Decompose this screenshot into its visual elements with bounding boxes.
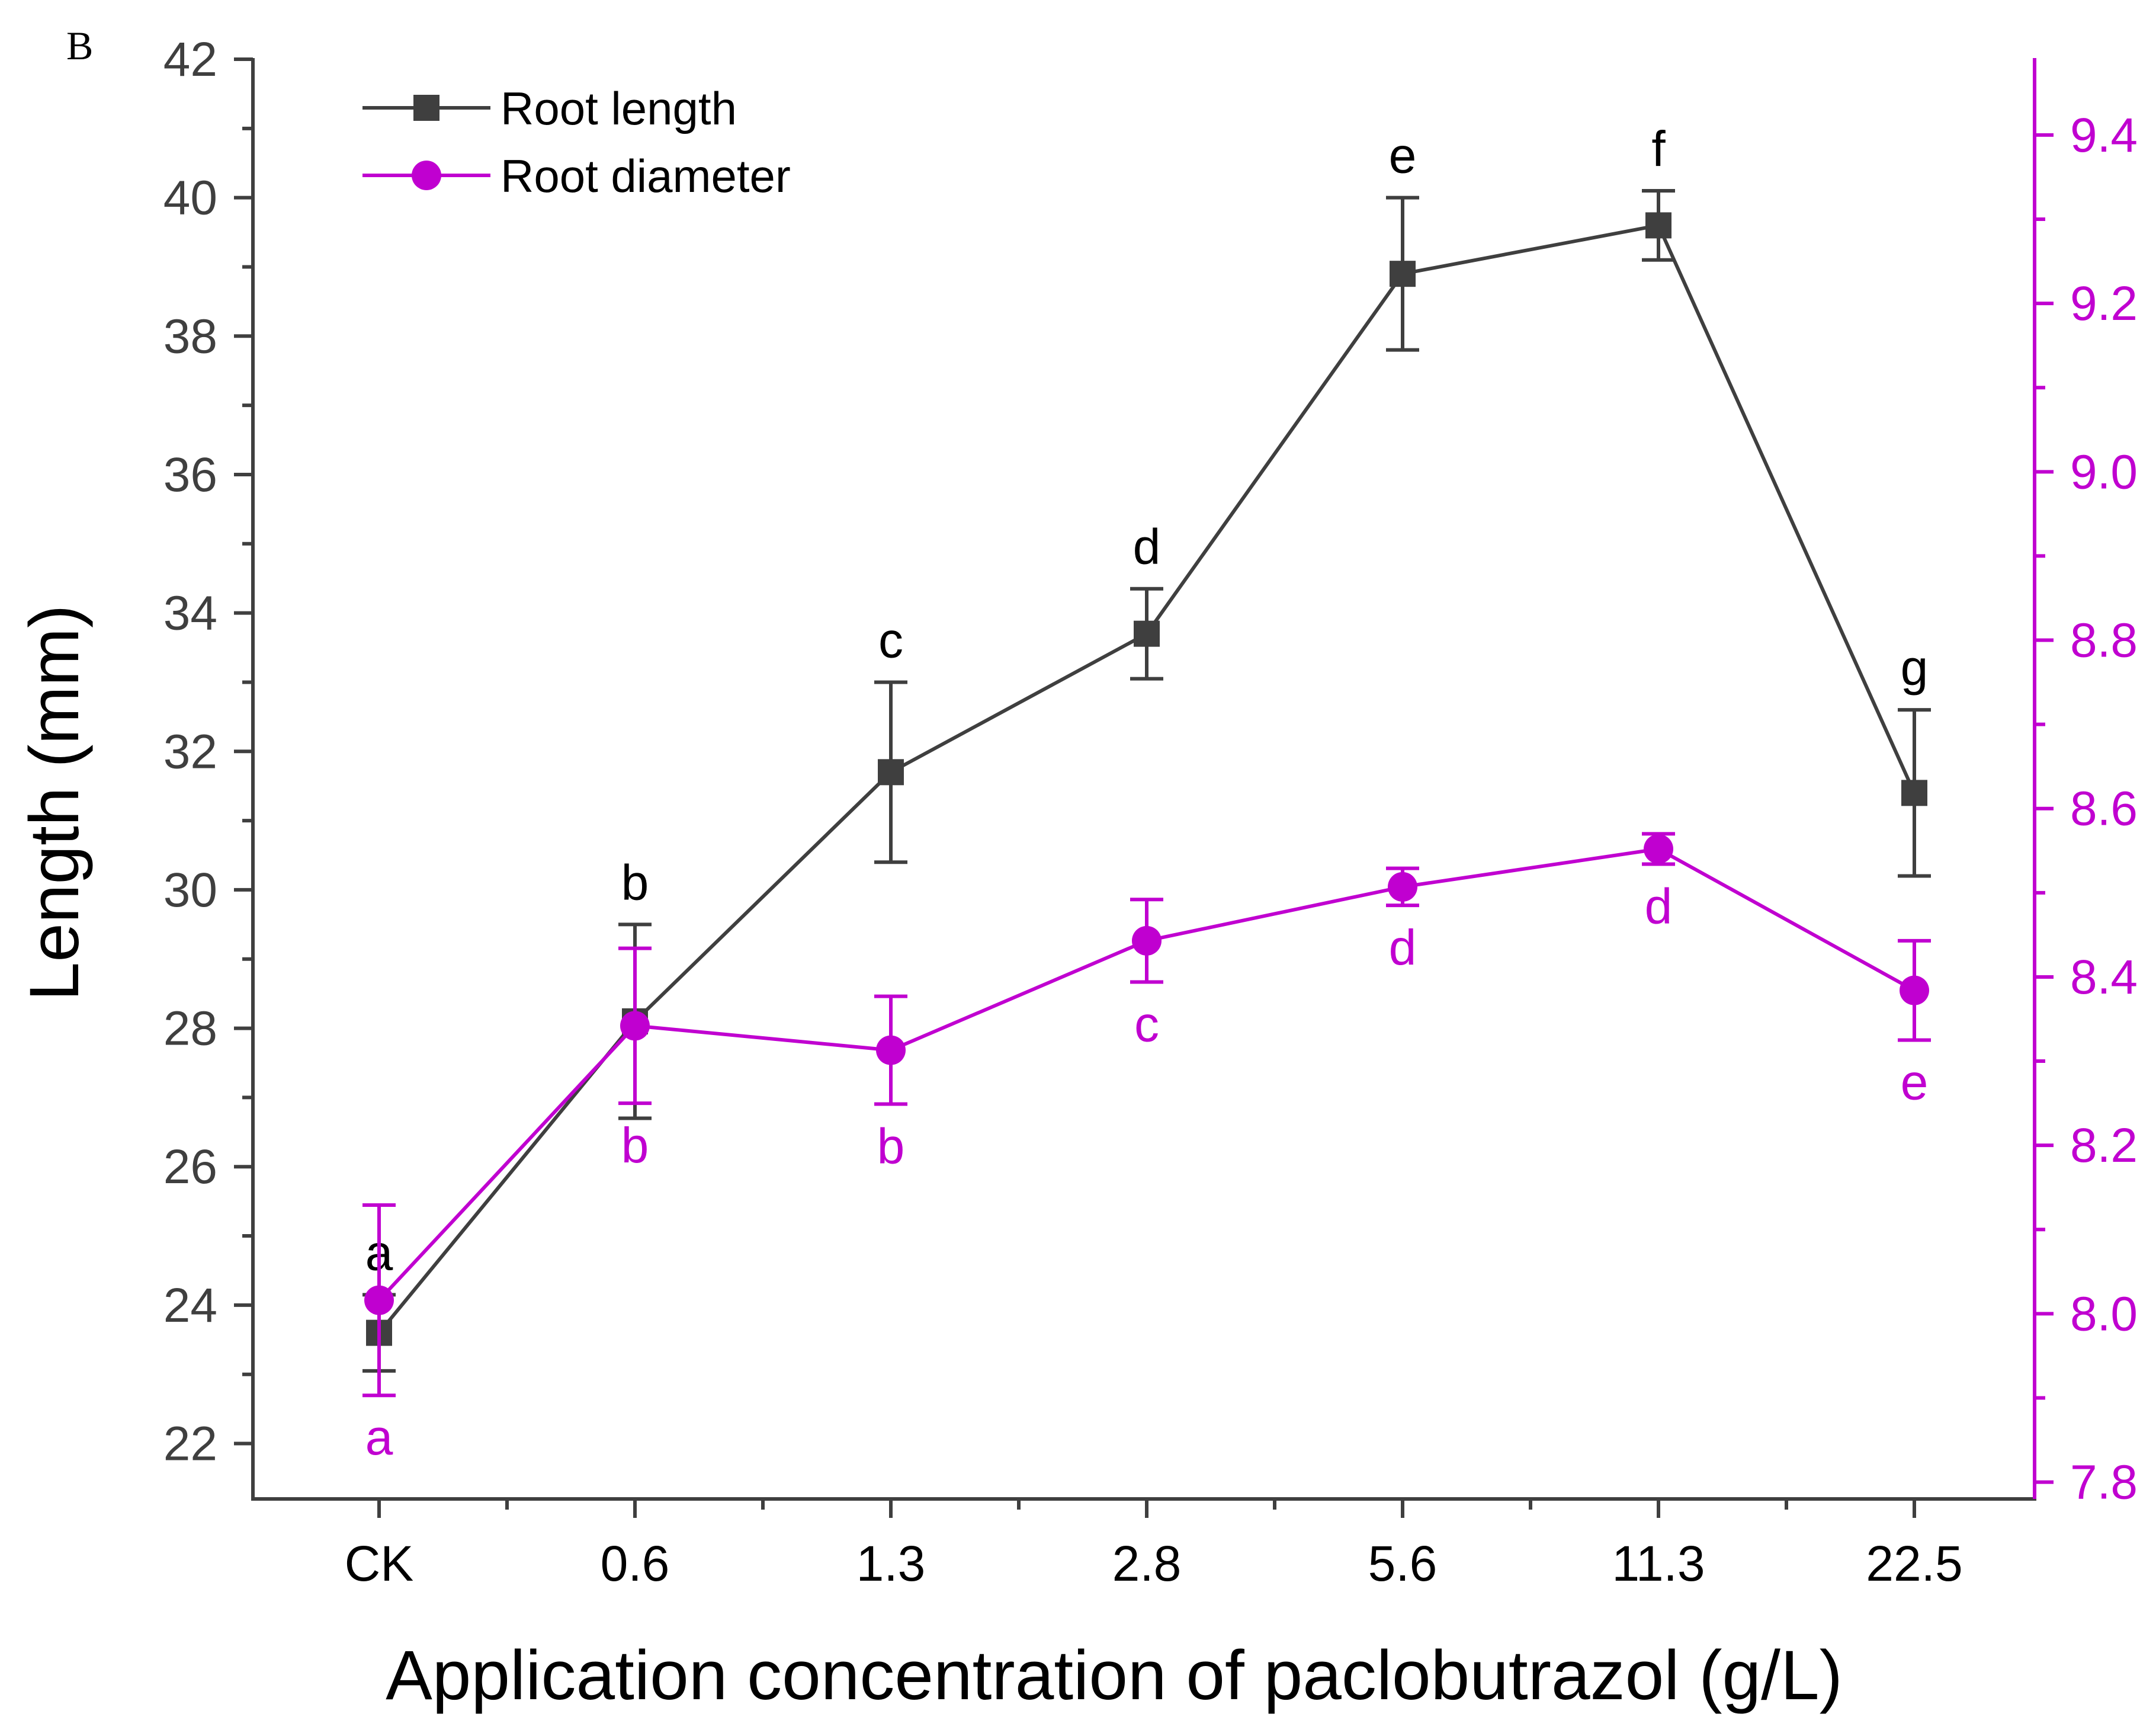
significance-letter: b [621, 1117, 649, 1173]
x-axis-title: Application concentration of paclobutraz… [386, 1636, 1843, 1715]
right-tick-label: 8.2 [2070, 1119, 2138, 1172]
data-point-circle [364, 1285, 394, 1315]
data-point-circle [1644, 834, 1673, 864]
left-tick-label: 28 [163, 1002, 217, 1056]
data-point-square [1645, 212, 1671, 239]
right-tick-label: 7.8 [2070, 1456, 2138, 1510]
x-tick-label: 11.3 [1612, 1536, 1705, 1591]
left-tick-label: 40 [163, 171, 217, 225]
right-tick-label: 8.4 [2070, 950, 2138, 1004]
left-tick-label: 24 [163, 1279, 217, 1332]
left-tick-label: 42 [163, 33, 217, 86]
series-root-length: abcdefg [362, 121, 1931, 1373]
axes-group: 22 24 26 28 30 32 34 36 38 40 42 7.8 8.0 8.2 8.4 8.6 8.8… [163, 33, 2138, 1591]
data-point-square [1134, 620, 1160, 647]
significance-letter: d [1133, 519, 1161, 575]
right-tick-label: 8.8 [2070, 614, 2138, 668]
significance-letter: d [1389, 920, 1417, 975]
significance-letter: c [878, 612, 903, 668]
right-tick-label: 9.0 [2070, 445, 2138, 499]
x-tick-label: 1.3 [856, 1536, 926, 1591]
series-line [377, 223, 1916, 1334]
right-tick-label: 9.2 [2070, 277, 2138, 331]
legend-label: Root diameter [500, 150, 791, 202]
significance-letter: a [365, 1409, 393, 1465]
legend: Root length Root diameter [362, 82, 791, 202]
significance-letter: b [877, 1119, 905, 1174]
significance-letter: c [1134, 996, 1159, 1052]
x-tick-label: 22.5 [1866, 1536, 1963, 1591]
left-tick-label: 26 [163, 1140, 217, 1194]
x-tick-label: 5.6 [1368, 1536, 1438, 1591]
data-point-square [1901, 780, 1927, 806]
left-tick-label: 22 [163, 1417, 217, 1471]
left-tick-label: 32 [163, 725, 217, 778]
series-root-diameter: a b b c d d e [362, 832, 1931, 1465]
data-point-circle [876, 1035, 906, 1065]
left-tick-label: 36 [163, 448, 217, 502]
data-point-square [878, 759, 904, 786]
significance-letter: d [1645, 879, 1673, 934]
data-point-circle [620, 1011, 650, 1041]
left-tick-label: 30 [163, 863, 217, 917]
panel-label: B [66, 23, 93, 68]
y-axis-title: Length (mm) [15, 605, 94, 1001]
x-tick-label: 2.8 [1112, 1536, 1182, 1591]
right-tick-label: 8.0 [2070, 1287, 2138, 1341]
significance-letter: f [1651, 121, 1666, 177]
x-tick-label: 0.6 [601, 1536, 670, 1591]
significance-letter: b [621, 854, 649, 910]
left-tick-label: 38 [163, 309, 217, 363]
data-point-square [1390, 261, 1416, 287]
legend-marker-square [413, 95, 439, 121]
legend-marker-circle [412, 161, 441, 190]
left-tick-label: 34 [163, 587, 217, 640]
right-tick-label: 8.6 [2070, 782, 2138, 836]
legend-label: Root length [500, 82, 737, 134]
significance-letter: e [1389, 128, 1417, 184]
data-point-circle [1900, 975, 1929, 1005]
data-point-circle [1388, 872, 1417, 902]
right-tick-label: 9.4 [2070, 108, 2138, 162]
significance-letter: g [1901, 640, 1929, 696]
significance-letter: e [1901, 1055, 1929, 1110]
x-tick-label: CK [345, 1536, 414, 1591]
data-point-circle [1132, 925, 1162, 956]
